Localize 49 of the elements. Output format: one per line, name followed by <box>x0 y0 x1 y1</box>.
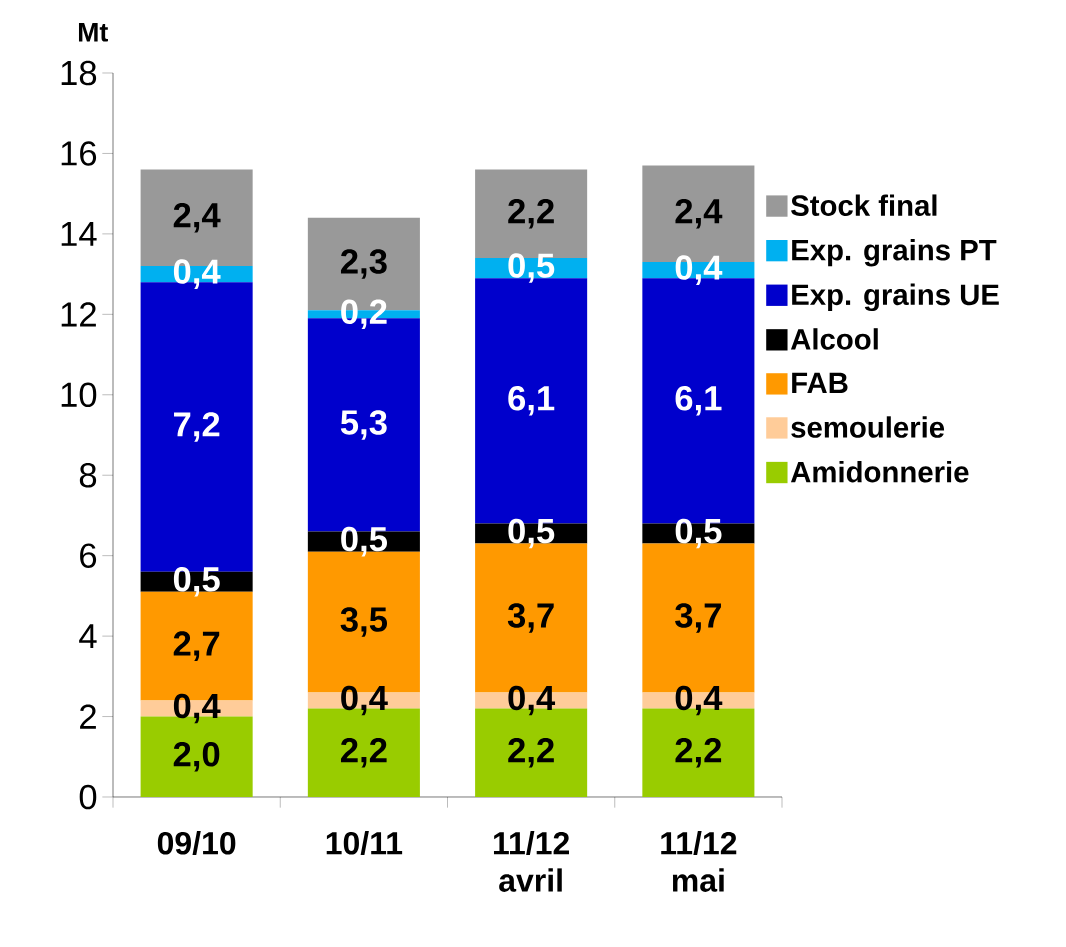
data-label: 3,7 <box>507 603 554 633</box>
data-label: 0,4 <box>675 685 723 716</box>
data-label: 6,1 <box>675 386 722 416</box>
data-label: 0,4 <box>508 685 556 716</box>
data-label: 0,5 <box>341 526 388 557</box>
data-label: 2,7 <box>173 631 220 661</box>
data-label: 2,0 <box>173 741 220 772</box>
data-label: 2,4 <box>173 203 221 233</box>
data-label: 2,2 <box>340 737 387 768</box>
data-label: 0,4 <box>173 259 221 289</box>
data-label: 2,2 <box>508 737 554 768</box>
y-tick-label: 10 <box>61 382 97 408</box>
y-tick-label: 16 <box>61 141 97 166</box>
data-label: 0,5 <box>508 253 555 283</box>
x-tick-label: 11/12 mai <box>661 831 737 892</box>
data-label: 3,5 <box>340 607 388 637</box>
legend-label: Alcool <box>790 328 878 350</box>
y-tick-label: 0 <box>79 784 97 810</box>
data-label: 2,2 <box>508 198 554 229</box>
x-tick-label: 11/12 avril <box>493 831 569 892</box>
data-label: 0,5 <box>508 518 555 549</box>
data-label: 0,5 <box>675 518 722 549</box>
legend-label: semoulerie <box>791 416 945 438</box>
y-tick-label: 2 <box>80 704 96 729</box>
data-label: 0,4 <box>173 693 221 724</box>
data-label: 0,4 <box>675 255 723 285</box>
data-label: 6,1 <box>508 386 555 416</box>
legend-label: Stock final <box>791 194 937 216</box>
legend-label: Amidonnerie <box>790 460 969 483</box>
legend-label: FAB <box>792 372 848 393</box>
legend-label: Exp. grains PT <box>792 239 997 267</box>
data-label: 0,5 <box>173 567 220 597</box>
data-label: 2,2 <box>675 737 722 768</box>
y-tick-label: 8 <box>79 462 97 488</box>
x-tick-label: 10/11 <box>326 831 403 855</box>
y-tick-label: 6 <box>80 543 97 568</box>
y-tick-label: 4 <box>79 624 97 649</box>
data-label: 5,3 <box>340 410 387 440</box>
y-tick-label: 14 <box>61 221 97 246</box>
data-label: 0,4 <box>341 685 388 716</box>
data-label: 2,4 <box>675 198 723 229</box>
y-tick-label: 18 <box>61 60 97 86</box>
y-tick-label: 12 <box>61 302 96 327</box>
y-axis-title: Mt <box>78 23 108 42</box>
legend-label: Exp. grains UE <box>792 283 999 312</box>
data-label: 2,3 <box>340 249 387 279</box>
data-label: 7,2 <box>174 412 220 442</box>
data-label: 3,7 <box>675 603 721 633</box>
x-tick-label: 09/10 <box>157 831 236 855</box>
